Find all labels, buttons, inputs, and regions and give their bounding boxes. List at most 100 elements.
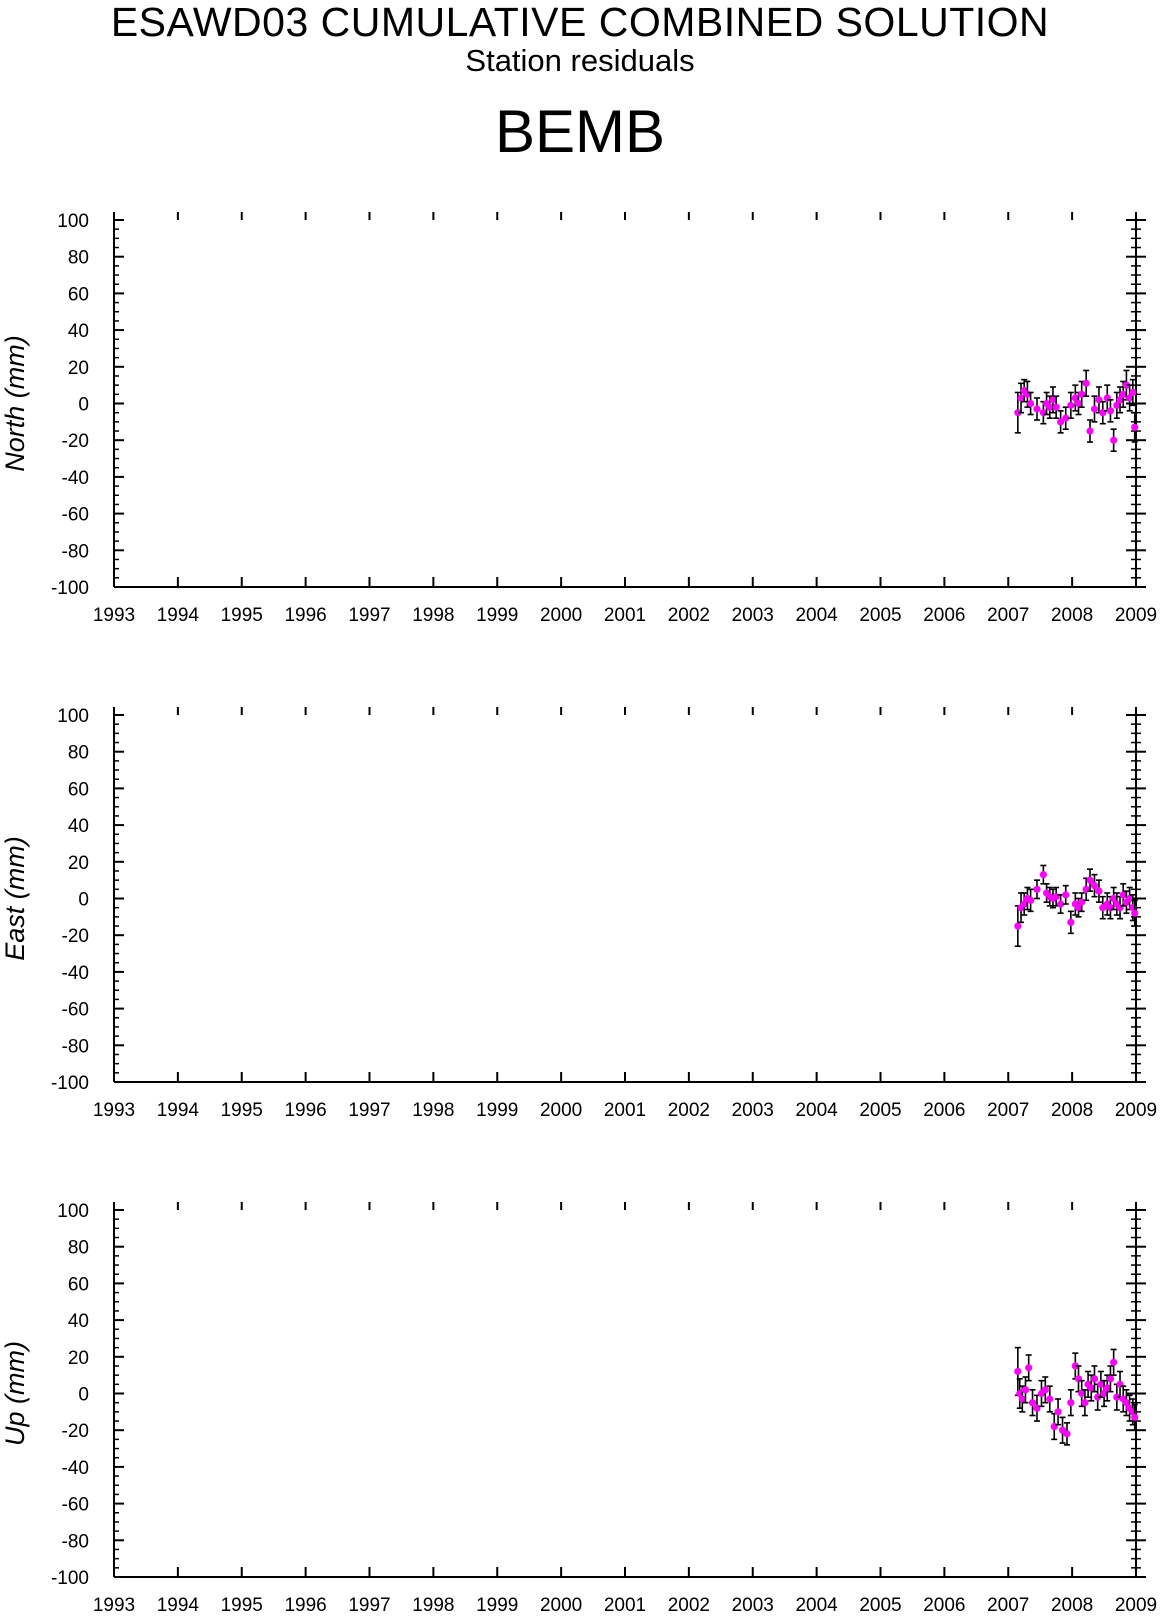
x-tick-label: 2006 [923,1100,965,1121]
data-point [1057,900,1065,908]
y-tick-label: -60 [62,1000,89,1021]
data-point [1033,405,1041,413]
data-point [1081,1399,1089,1407]
data-point [1052,403,1060,411]
data-point [1129,388,1137,397]
x-tick-label: 1993 [93,1100,135,1121]
x-tick-label: 1999 [476,1100,518,1121]
x-tick-label: 2002 [668,1595,710,1616]
x-tick-label: 2005 [859,1100,901,1121]
x-tick-label: 2003 [732,1100,774,1121]
x-tick-label: 1998 [412,1100,454,1121]
x-tick-label: 2003 [732,605,774,626]
x-tick-label: 2004 [795,605,838,626]
data-point [1122,1399,1131,1407]
x-tick-label: 1994 [157,605,200,626]
y-tick-label: 80 [68,248,89,269]
data-point [1106,1375,1115,1383]
y-tick-label: 40 [68,321,89,342]
x-tick-label: 1994 [157,1100,200,1121]
data-point [1131,423,1139,431]
data-point [1027,896,1035,904]
x-tick-label: 2001 [604,1595,646,1616]
data-point [1067,1399,1075,1407]
data-point [1090,1375,1099,1383]
data-point [1025,1364,1033,1372]
y-tick-label: -80 [62,1531,89,1552]
y-tick-label: -40 [62,963,89,984]
y-tick-label: -20 [62,431,89,452]
data-point [1021,1386,1030,1394]
data-point [1131,909,1139,917]
x-tick-label: 1994 [157,1595,200,1616]
x-tick-label: 1998 [412,1595,454,1616]
x-tick-label: 2008 [1051,1595,1093,1616]
data-point [1039,871,1047,879]
x-tick-label: 1996 [284,1100,326,1121]
data-point [1090,882,1099,890]
x-tick-label: 2007 [987,605,1029,626]
y-tick-label: 20 [68,1348,89,1369]
data-point [1074,399,1083,408]
data-point [1110,436,1118,444]
x-tick-label: 2008 [1051,1100,1093,1121]
y-tick-label: -40 [62,1458,89,1479]
data-point [1113,401,1121,409]
y-tick-label: 20 [68,358,89,379]
y-axis-label: North (mm) [0,335,30,472]
data-point [1113,1393,1121,1401]
x-tick-label: 2006 [923,1595,965,1616]
y-tick-label: -60 [62,1495,89,1516]
data-point [1041,1386,1049,1394]
data-point [1110,894,1118,903]
data-point [1126,394,1134,402]
data-point [1078,1389,1086,1398]
x-tick-label: 2009 [1115,605,1157,626]
data-point [1018,1395,1026,1403]
y-tick-label: 100 [57,706,89,727]
x-tick-label: 2009 [1115,1595,1157,1616]
y-tick-label: -40 [62,468,89,489]
y-tick-label: -80 [62,1036,89,1057]
data-point [1082,379,1090,387]
x-tick-label: 2004 [795,1595,838,1616]
data-point [1116,396,1124,404]
x-tick-label: 1999 [476,605,518,626]
x-tick-label: 2005 [859,1595,901,1616]
y-tick-label: 60 [68,284,89,305]
data-point [1110,1358,1118,1366]
x-tick-label: 2005 [859,605,901,626]
x-tick-label: 1995 [221,1100,263,1121]
data-point [1086,427,1094,435]
x-tick-label: 2007 [987,1100,1029,1121]
y-tick-label: 40 [68,816,89,837]
data-point [1046,1395,1054,1403]
data-point [1071,394,1079,402]
x-tick-label: 1999 [476,1595,518,1616]
x-tick-label: 1995 [221,1595,263,1616]
y-tick-label: -80 [62,541,89,562]
x-tick-label: 2008 [1051,605,1093,626]
x-tick-label: 1998 [412,605,454,626]
x-tick-label: 1993 [93,605,135,626]
x-tick-label: 1996 [284,1595,326,1616]
y-tick-label: 40 [68,1311,89,1332]
data-point [1071,1362,1079,1370]
data-point [1094,1393,1102,1401]
x-tick-label: 1997 [348,1100,390,1121]
data-point [1014,409,1022,417]
x-tick-label: 2003 [732,1595,774,1616]
y-tick-label: 60 [68,1274,89,1295]
data-point [1090,405,1099,413]
data-point [1095,887,1103,895]
y-axis-label: East (mm) [0,836,30,961]
data-point [1119,390,1127,398]
x-tick-label: 2001 [604,605,646,626]
data-point [1103,1384,1111,1392]
x-tick-label: 1997 [348,1595,390,1616]
data-point [1017,394,1025,402]
data-point [1119,891,1127,899]
x-tick-label: 2001 [604,1100,646,1121]
y-tick-label: 60 [68,779,89,800]
x-tick-label: 1993 [93,1595,135,1616]
